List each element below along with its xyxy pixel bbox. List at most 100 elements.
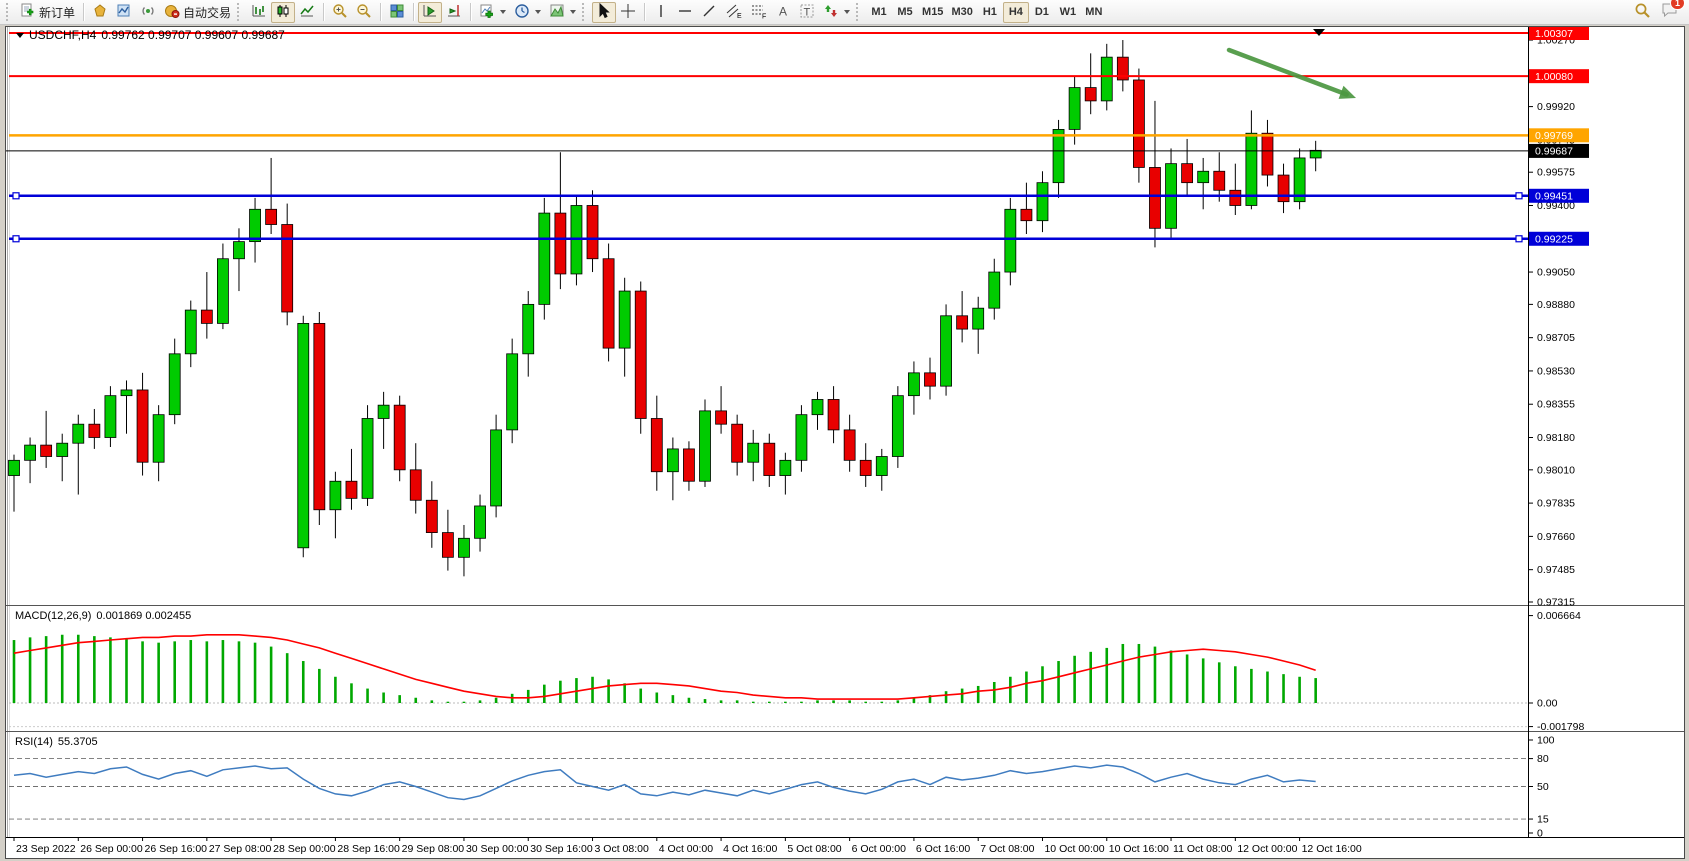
auto-scroll-icon bbox=[422, 3, 438, 22]
svg-text:0.99400: 0.99400 bbox=[1537, 200, 1575, 212]
svg-text:15: 15 bbox=[1537, 814, 1549, 826]
toolbar-grip bbox=[6, 3, 12, 21]
cursor-icon bbox=[596, 2, 612, 22]
time-axis-label: 28 Sep 00:00 bbox=[273, 843, 336, 855]
timeframe-w1-button[interactable]: W1 bbox=[1055, 2, 1081, 23]
hline-0.99451[interactable] bbox=[9, 192, 1528, 200]
vertical-line-tool-button[interactable] bbox=[649, 2, 673, 23]
candlestick-mode-button[interactable] bbox=[271, 1, 296, 23]
horizontal-lines-layer[interactable] bbox=[9, 32, 1528, 243]
macd-histogram bbox=[12, 634, 1317, 703]
price-label-0.99225: 0.99225 bbox=[1529, 231, 1589, 246]
timeframe-d1-button[interactable]: D1 bbox=[1029, 2, 1055, 23]
timeframe-m30-button[interactable]: M30 bbox=[947, 2, 976, 23]
macd-indicator-label: MACD(12,26,9) 0.001869 0.002455 bbox=[15, 610, 191, 622]
main-toolbar: 新订单 自动交易 E F A bbox=[0, 0, 1689, 25]
fibonacci-tool-button[interactable]: F bbox=[746, 2, 771, 23]
svg-text:0.006664: 0.006664 bbox=[1537, 610, 1581, 622]
cursor-tool-button[interactable] bbox=[592, 1, 617, 23]
horizontal-line-icon bbox=[677, 3, 693, 22]
price-label-0.99451: 0.99451 bbox=[1529, 188, 1589, 203]
channel-tool-button[interactable]: E bbox=[721, 2, 746, 23]
tile-windows-button[interactable] bbox=[385, 2, 409, 23]
time-axis-label: 27 Sep 08:00 bbox=[209, 843, 272, 855]
quotes-button[interactable] bbox=[88, 2, 112, 23]
rsi-indicator-label: RSI(14) 55.3705 bbox=[15, 736, 98, 748]
price-line-labels: 1.00307 1.00080 0.99769 0.99451 0.99225 0.996… bbox=[1529, 27, 1589, 246]
text-label-tool-button[interactable]: T bbox=[795, 2, 819, 23]
auto-scroll-button[interactable] bbox=[418, 1, 443, 23]
svg-text:0.99451: 0.99451 bbox=[1535, 191, 1573, 203]
arrows-tool-button[interactable] bbox=[819, 2, 854, 23]
periods-button[interactable] bbox=[510, 2, 545, 23]
dropdown-caret-icon bbox=[844, 10, 851, 14]
chart-shift-icon bbox=[446, 3, 462, 22]
time-axis-label: 23 Sep 2022 bbox=[16, 843, 76, 855]
time-axis-label: 4 Oct 00:00 bbox=[659, 843, 713, 855]
trendline-tool-button[interactable] bbox=[697, 2, 721, 23]
time-axis-label: 6 Oct 16:00 bbox=[916, 843, 970, 855]
horizontal-line-tool-button[interactable] bbox=[673, 2, 697, 23]
auto-trading-button[interactable]: 自动交易 bbox=[160, 2, 235, 23]
svg-text:0.98705: 0.98705 bbox=[1537, 332, 1575, 344]
templates-icon bbox=[549, 3, 565, 22]
market-watch-button[interactable] bbox=[136, 2, 160, 23]
chart-shift-button[interactable] bbox=[442, 2, 466, 23]
indicators-button[interactable] bbox=[475, 2, 510, 23]
search-button[interactable] bbox=[1630, 2, 1655, 23]
svg-text:0.98880: 0.98880 bbox=[1537, 299, 1575, 311]
price-chart-canvas[interactable]: 1.002700.999200.997450.995750.994000.990… bbox=[6, 27, 1684, 858]
rsi-value: 55.3705 bbox=[57, 736, 98, 748]
svg-text:E: E bbox=[737, 13, 742, 19]
price-axis: 1.002700.999200.997450.995750.994000.990… bbox=[1528, 27, 1584, 840]
timeframe-mn-button[interactable]: MN bbox=[1081, 2, 1107, 23]
text-tool-button[interactable]: A bbox=[771, 2, 795, 23]
chart-window[interactable]: 1.002700.999200.997450.995750.994000.990… bbox=[5, 26, 1685, 859]
ohlc-values: 0.99762 0.99707 0.99607 0.99687 bbox=[101, 28, 285, 42]
search-icon bbox=[1634, 2, 1651, 22]
svg-text:0.99769: 0.99769 bbox=[1535, 130, 1573, 142]
toolbar-separator bbox=[380, 3, 382, 21]
auto-trading-label: 自动交易 bbox=[183, 5, 232, 20]
svg-text:0.99920: 0.99920 bbox=[1537, 101, 1575, 113]
notifications-button[interactable]: 1 bbox=[1661, 0, 1685, 23]
timeframe-m5-button[interactable]: M5 bbox=[892, 2, 918, 23]
timeframe-m15-button[interactable]: M15 bbox=[918, 2, 947, 23]
new-order-button[interactable]: 新订单 bbox=[16, 2, 79, 23]
zoom-in-button[interactable] bbox=[328, 2, 352, 23]
line-chart-mode-button[interactable] bbox=[295, 2, 319, 23]
svg-text:1.00080: 1.00080 bbox=[1535, 71, 1573, 83]
trend-arrow-annotation[interactable] bbox=[1226, 47, 1356, 99]
timeframe-h1-button[interactable]: H1 bbox=[977, 2, 1003, 23]
data-window-button[interactable] bbox=[112, 2, 136, 23]
line-chart-icon bbox=[299, 3, 315, 22]
time-axis-label: 12 Oct 16:00 bbox=[1302, 843, 1362, 855]
symbol-dropdown-icon[interactable] bbox=[16, 32, 24, 38]
svg-text:-0.001798: -0.001798 bbox=[1537, 721, 1584, 733]
bar-chart-mode-button[interactable] bbox=[247, 2, 271, 23]
symbol-period-label: USDCHF,H4 bbox=[29, 28, 97, 42]
svg-text:0.00: 0.00 bbox=[1537, 698, 1558, 710]
templates-button[interactable] bbox=[545, 2, 580, 23]
indicators-icon bbox=[479, 3, 495, 22]
timeframe-h4-button[interactable]: H4 bbox=[1002, 1, 1029, 23]
crosshair-tool-button[interactable] bbox=[616, 2, 640, 23]
time-axis-label: 11 Oct 08:00 bbox=[1173, 843, 1233, 855]
zoom-out-button[interactable] bbox=[352, 2, 376, 23]
price-label-1.00307: 1.00307 bbox=[1529, 27, 1589, 40]
fibonacci-icon: F bbox=[750, 3, 767, 22]
hline-0.99225[interactable] bbox=[9, 235, 1528, 243]
macd-signal-line bbox=[13, 633, 1316, 700]
time-axis-label: 12 Oct 00:00 bbox=[1237, 843, 1297, 855]
rsi-panel bbox=[6, 731, 1684, 820]
svg-text:0.98530: 0.98530 bbox=[1537, 365, 1575, 377]
trendline-icon bbox=[701, 3, 717, 22]
toolbar-separator bbox=[83, 3, 85, 21]
macd-values: 0.001869 0.002455 bbox=[96, 610, 192, 622]
svg-text:50: 50 bbox=[1537, 781, 1549, 793]
toolbar-grip bbox=[582, 3, 588, 21]
svg-text:F: F bbox=[762, 13, 766, 19]
timeframe-m1-button[interactable]: M1 bbox=[866, 2, 892, 23]
chart-shift-marker[interactable] bbox=[1313, 29, 1325, 36]
rsi-line bbox=[13, 764, 1316, 801]
